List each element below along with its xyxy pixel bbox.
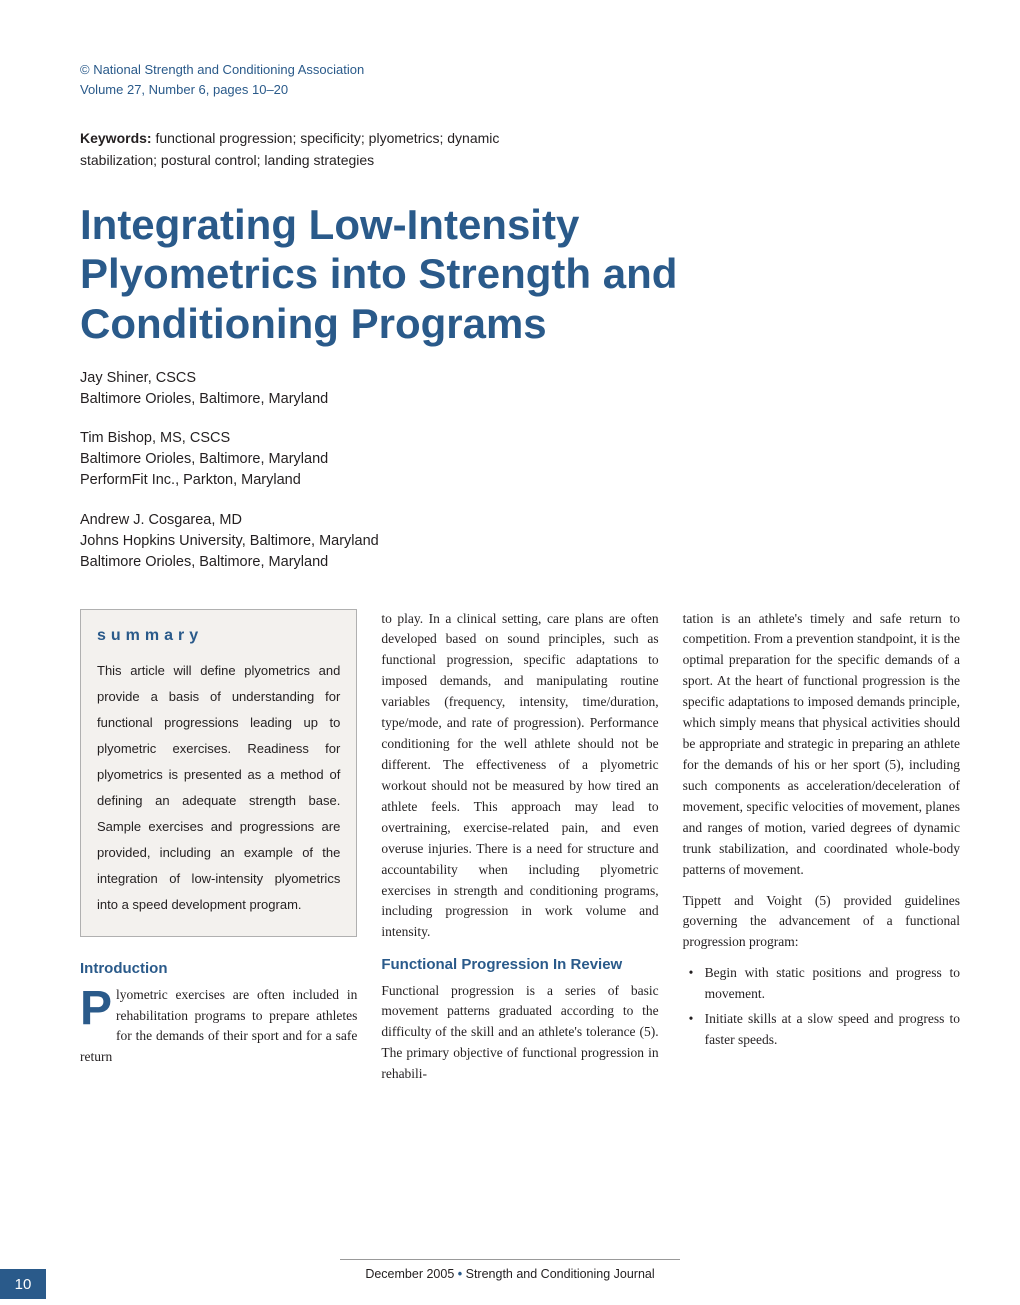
dropcap: P [80,985,116,1030]
guidelines-list: Begin with static positions and progress… [683,963,960,1051]
author-2-affil-0: Baltimore Orioles, Baltimore, Maryland [80,449,960,470]
authors-block: Jay Shiner, CSCS Baltimore Orioles, Balt… [80,368,960,572]
functional-progression-heading: Functional Progression In Review [381,953,658,976]
author-2-affil-1: PerformFit Inc., Parkton, Maryland [80,470,960,491]
column-3: tation is an athlete's timely and safe r… [683,609,960,1086]
column-2: to play. In a clinical setting, care pla… [381,609,658,1086]
article-title: Integrating Low-Intensity Plyometrics in… [80,200,780,349]
col2-paragraph-1: to play. In a clinical setting, care pla… [381,609,658,944]
author-1: Jay Shiner, CSCS Baltimore Orioles, Balt… [80,368,960,410]
author-1-affil-0: Baltimore Orioles, Baltimore, Maryland [80,389,960,410]
keywords-label: Keywords: [80,130,152,146]
col3-paragraph-2: Tippett and Voight (5) provided guidelin… [683,891,960,954]
introduction-text: lyometric exercises are often included i… [80,987,357,1065]
author-3: Andrew J. Cosgarea, MD Johns Hopkins Uni… [80,510,960,573]
footer-dot-icon: • [458,1267,466,1281]
introduction-heading: Introduction [80,957,357,980]
footer-journal: Strength and Conditioning Journal [466,1267,655,1281]
copyright-line1: © National Strength and Conditioning Ass… [80,60,960,80]
author-2: Tim Bishop, MS, CSCS Baltimore Orioles, … [80,428,960,491]
page-footer: December 2005 • Strength and Conditionin… [0,1259,1020,1305]
summary-box: summary This article will define plyomet… [80,609,357,938]
guideline-item-1: Begin with static positions and progress… [683,963,960,1005]
guideline-item-2: Initiate skills at a slow speed and prog… [683,1009,960,1051]
author-3-affil-1: Baltimore Orioles, Baltimore, Maryland [80,552,960,573]
author-3-affil-0: Johns Hopkins University, Baltimore, Mar… [80,531,960,552]
author-1-name: Jay Shiner, CSCS [80,368,960,389]
body-columns: summary This article will define plyomet… [80,609,960,1086]
page-number: 10 [15,1276,32,1293]
author-2-name: Tim Bishop, MS, CSCS [80,428,960,449]
copyright-block: © National Strength and Conditioning Ass… [80,60,960,99]
introduction-paragraph: Plyometric exercises are often included … [80,985,357,1069]
col2-paragraph-2: Functional progression is a series of ba… [381,981,658,1086]
column-1: summary This article will define plyomet… [80,609,357,1086]
keywords-block: Keywords: functional progression; specif… [80,127,530,172]
col3-paragraph-1: tation is an athlete's timely and safe r… [683,609,960,881]
summary-text: This article will define plyometrics and… [97,658,340,918]
page-number-tab: 10 [0,1269,46,1299]
footer-date: December 2005 [365,1267,454,1281]
copyright-line2: Volume 27, Number 6, pages 10–20 [80,80,960,100]
footer-rule [340,1259,680,1260]
summary-heading: summary [97,624,340,649]
footer-text: December 2005 • Strength and Conditionin… [0,1267,1020,1281]
author-3-name: Andrew J. Cosgarea, MD [80,510,960,531]
